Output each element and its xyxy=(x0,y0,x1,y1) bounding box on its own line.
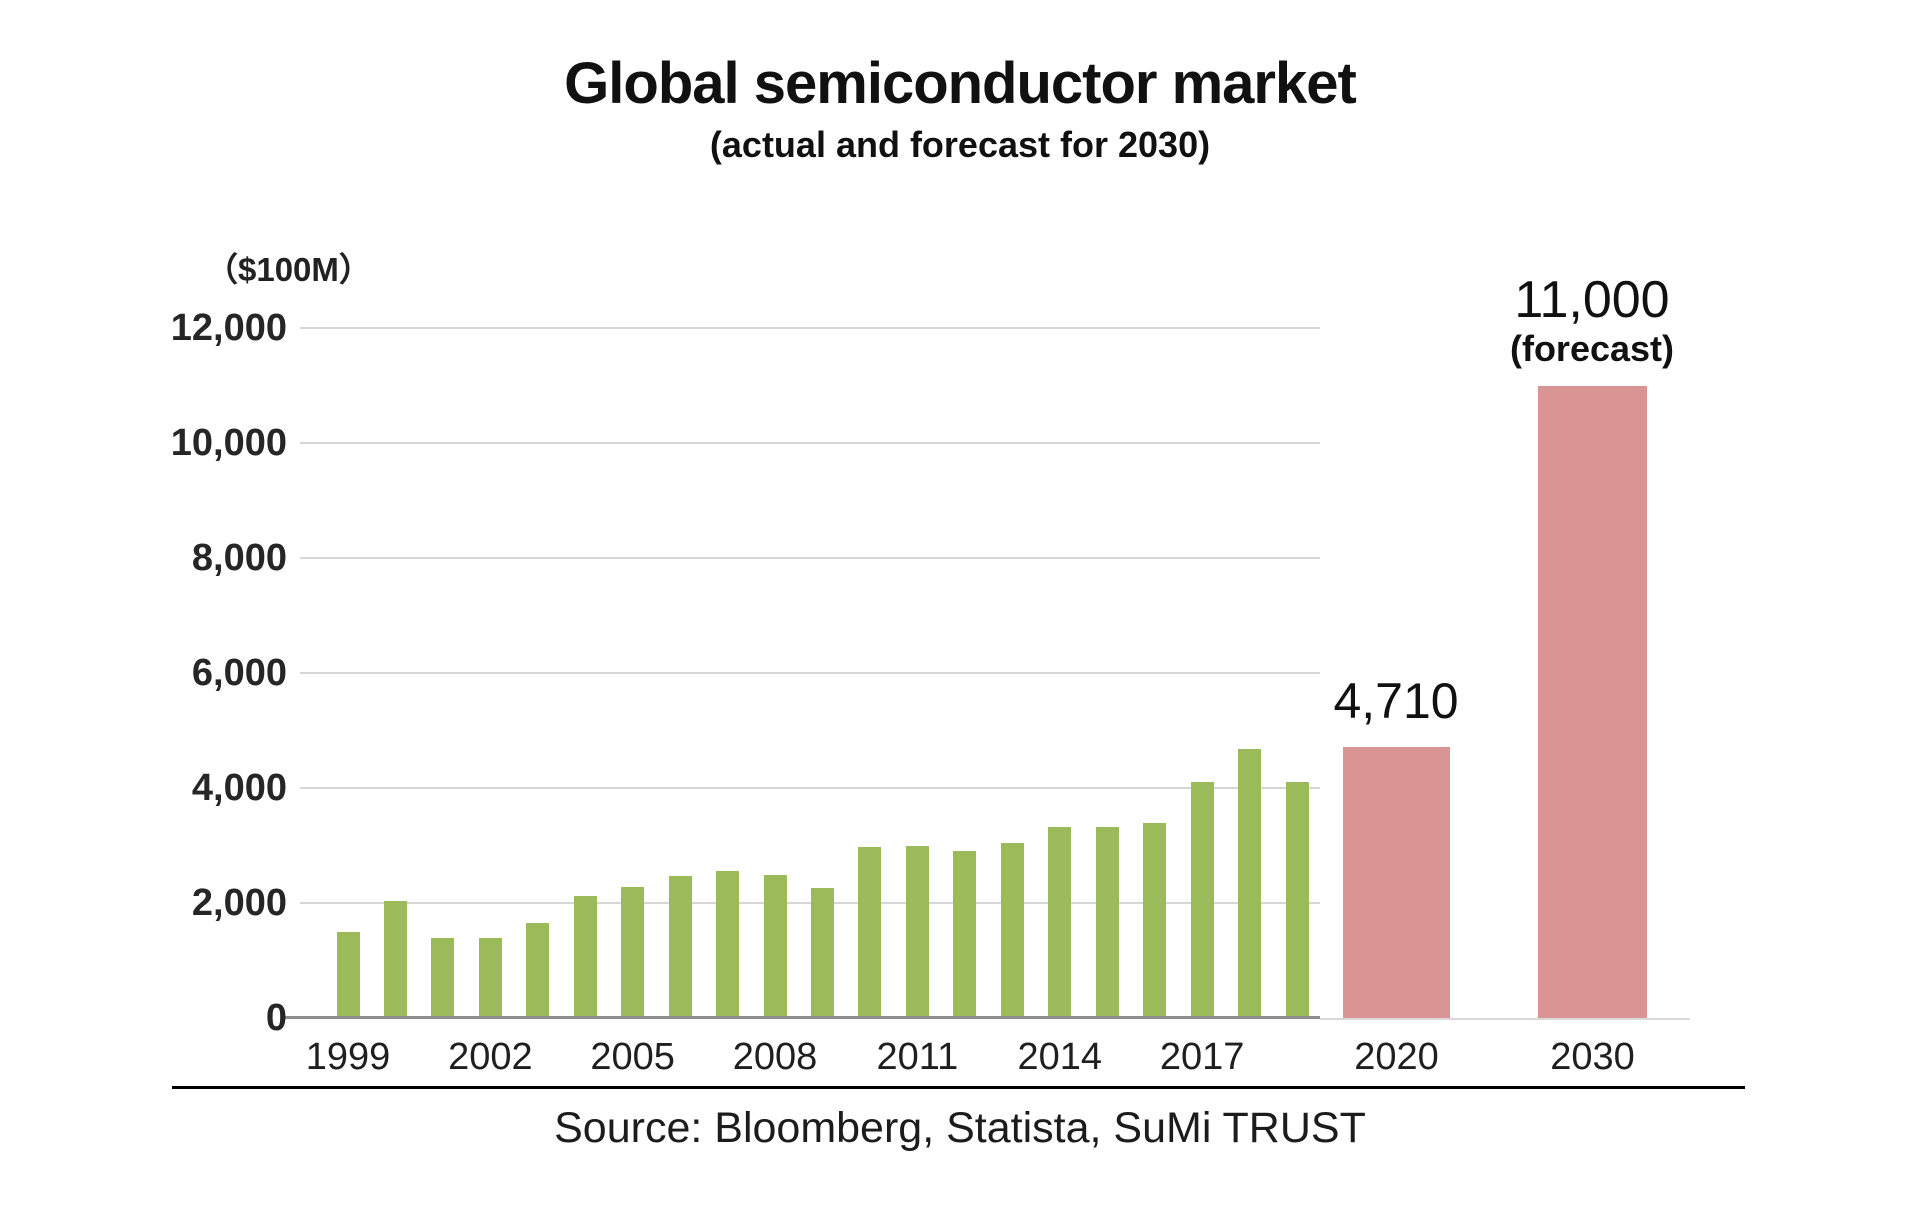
bar-2015 xyxy=(1095,826,1119,1018)
value-label-2030: 11,000 xyxy=(1514,271,1670,329)
x-tick-label-1999: 1999 xyxy=(305,1036,391,1078)
value-label-2020: 4,710 xyxy=(1333,673,1459,729)
chart-title: Global semiconductor market xyxy=(564,51,1357,116)
x-axis-line xyxy=(285,1016,1320,1019)
value-label-2030-forecast: (forecast) xyxy=(1509,328,1675,369)
bar-2008 xyxy=(763,875,787,1018)
bar-2007 xyxy=(716,871,740,1018)
bar-2013 xyxy=(1000,842,1024,1018)
bar-2011 xyxy=(905,846,929,1018)
gridline-4000 xyxy=(300,787,1320,789)
x-tick-label-2020: 2020 xyxy=(1354,1036,1439,1078)
bar-1999 xyxy=(336,932,360,1018)
source-text: Source: Bloomberg, Statista, SuMi TRUST xyxy=(554,1104,1366,1152)
x-tick-label-2017: 2017 xyxy=(1159,1036,1245,1078)
bar-2003 xyxy=(526,923,550,1018)
bar-2030 xyxy=(1538,385,1647,1018)
y-tick-label-8000: 8,000 xyxy=(191,537,287,579)
x-tick-label-2011: 2011 xyxy=(876,1036,959,1078)
gridline-6000 xyxy=(300,672,1320,674)
y-tick-label-4000: 4,000 xyxy=(191,767,287,809)
bar-2004 xyxy=(573,895,597,1018)
bar-2005 xyxy=(621,887,645,1018)
bar-2002 xyxy=(478,937,502,1018)
y-tick-label-0: 0 xyxy=(265,997,287,1039)
bar-2010 xyxy=(858,846,882,1018)
x-tick-label-2014: 2014 xyxy=(1017,1036,1103,1078)
gridline-2000 xyxy=(300,902,1320,904)
bar-2000 xyxy=(383,900,407,1018)
bar-2019 xyxy=(1285,782,1309,1018)
bar-2009 xyxy=(811,888,834,1018)
bar-2012 xyxy=(953,851,977,1018)
x-axis-line-extension xyxy=(1320,1018,1690,1020)
gridline-12000 xyxy=(300,327,1320,329)
y-axis-unit-label: （$100M） xyxy=(205,251,372,288)
gridline-10000 xyxy=(300,442,1320,444)
bar-2014 xyxy=(1048,826,1072,1018)
x-tick-label-2030: 2030 xyxy=(1550,1036,1635,1078)
bar-2016 xyxy=(1143,823,1167,1018)
x-tick-label-2002: 2002 xyxy=(448,1036,533,1078)
y-tick-label-12000: 12,000 xyxy=(170,307,287,349)
source-separator-line xyxy=(172,1086,1745,1089)
bar-2020 xyxy=(1343,747,1450,1018)
bar-2017 xyxy=(1190,782,1214,1018)
y-tick-label-2000: 2,000 xyxy=(191,882,287,924)
bar-2006 xyxy=(668,875,692,1018)
chart-subtitle: (actual and forecast for 2030) xyxy=(709,124,1211,165)
x-tick-label-2008: 2008 xyxy=(732,1036,818,1078)
bar-2001 xyxy=(431,938,455,1018)
y-tick-label-6000: 6,000 xyxy=(191,652,287,694)
x-tick-label-2005: 2005 xyxy=(590,1036,675,1078)
gridline-8000 xyxy=(300,557,1320,559)
y-tick-label-10000: 10,000 xyxy=(170,422,287,464)
bar-2018 xyxy=(1238,748,1262,1018)
